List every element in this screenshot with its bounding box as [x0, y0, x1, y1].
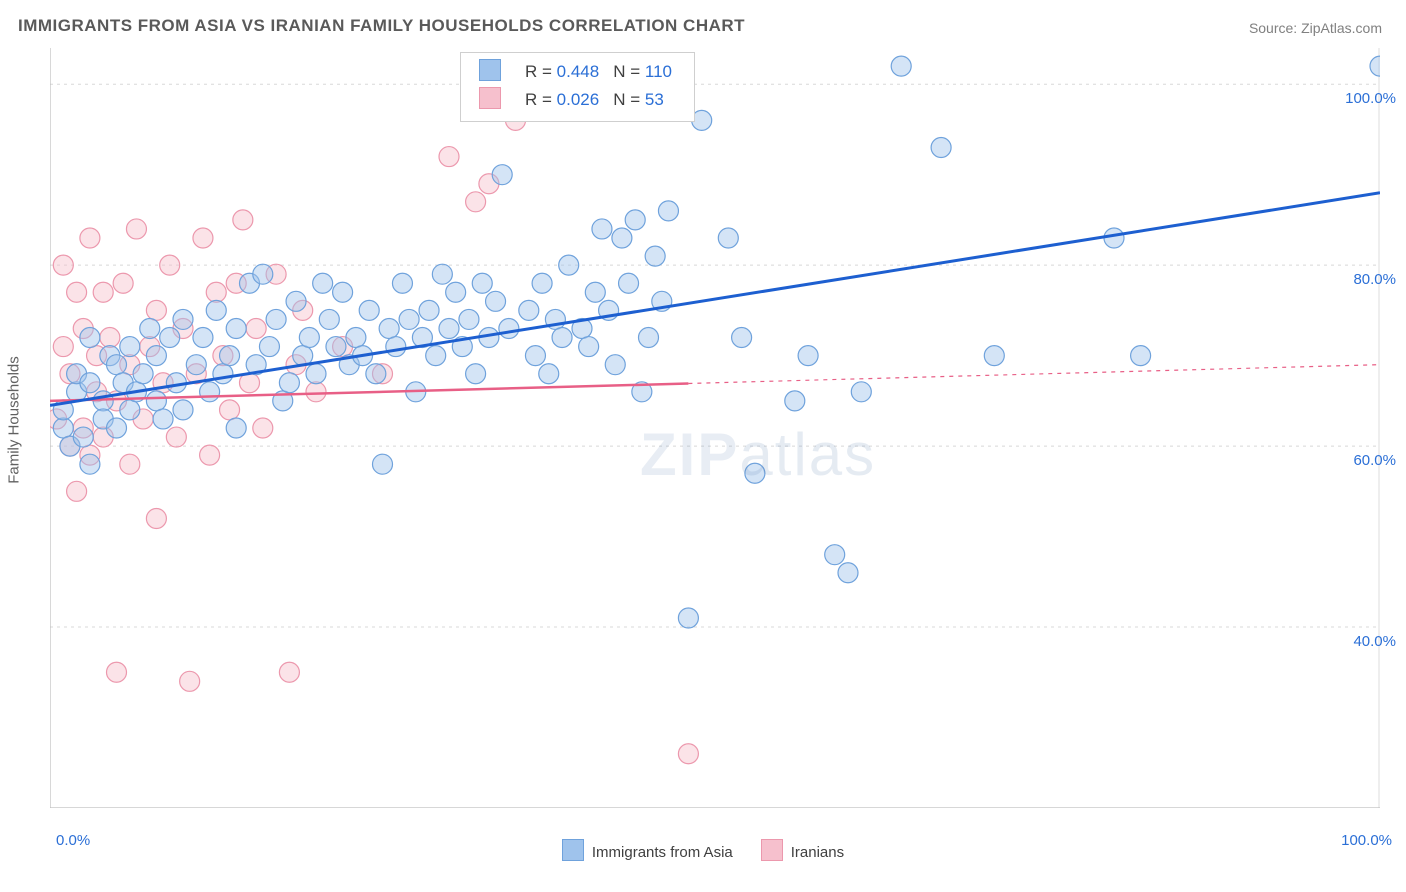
- correlation-scatter-chart: [50, 48, 1380, 808]
- y-axis-label: Family Households: [6, 356, 23, 484]
- series-legend: Immigrants from Asia Iranians: [0, 832, 1406, 868]
- y-tick-label: 60.0%: [1353, 452, 1396, 469]
- legend-item-asia: Immigrants from Asia: [562, 839, 733, 861]
- chart-title: IMMIGRANTS FROM ASIA VS IRANIAN FAMILY H…: [18, 16, 745, 36]
- y-tick-label: 40.0%: [1353, 633, 1396, 650]
- legend-item-iranians: Iranians: [761, 839, 844, 861]
- source-attribution: Source: ZipAtlas.com: [1249, 20, 1382, 36]
- correlation-legend: R = 0.448 N = 110 R = 0.026 N = 53: [460, 52, 695, 122]
- y-tick-label: 80.0%: [1353, 271, 1396, 288]
- y-tick-label: 100.0%: [1345, 90, 1396, 107]
